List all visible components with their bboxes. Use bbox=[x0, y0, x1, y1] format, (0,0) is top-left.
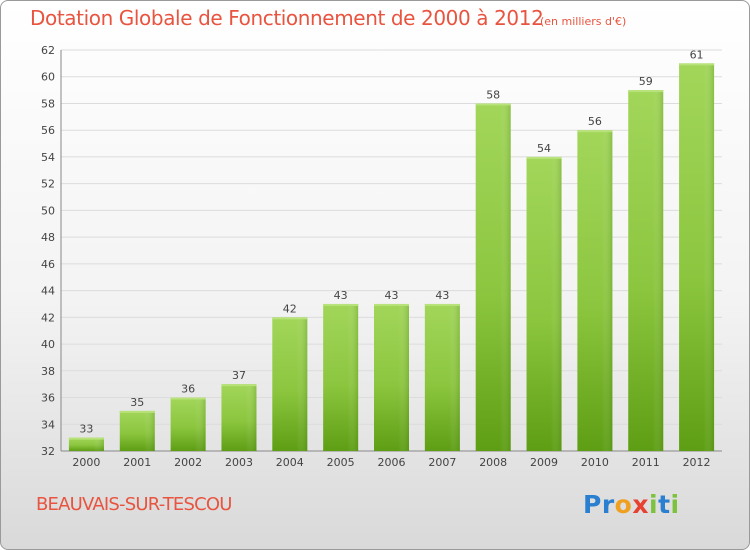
y-tick-label: 60 bbox=[41, 71, 55, 84]
x-tick-label: 2008 bbox=[479, 456, 507, 469]
bar-top-2004 bbox=[272, 317, 308, 320]
x-tick-label: 2012 bbox=[683, 456, 711, 469]
bar-top-2011 bbox=[628, 90, 664, 93]
bar-shade-2009 bbox=[526, 156, 562, 451]
y-tick-label: 58 bbox=[41, 97, 55, 110]
x-tick-label: 2003 bbox=[225, 456, 253, 469]
data-label-2007: 43 bbox=[435, 289, 449, 302]
data-label-2009: 54 bbox=[537, 142, 551, 155]
bars bbox=[68, 63, 715, 451]
bar-shade-2012 bbox=[679, 63, 715, 451]
x-tick-label: 2009 bbox=[530, 456, 558, 469]
x-tick-label: 2000 bbox=[72, 456, 100, 469]
bar-top-2000 bbox=[68, 437, 104, 440]
y-tick-label: 32 bbox=[41, 445, 55, 458]
y-tick-label: 34 bbox=[41, 418, 55, 431]
y-tick-label: 62 bbox=[41, 44, 55, 57]
x-tick-label: 2005 bbox=[327, 456, 355, 469]
x-tick-label: 2001 bbox=[123, 456, 151, 469]
bar-top-2006 bbox=[374, 303, 409, 306]
chart-title: Dotation Globale de Fonctionnement de 20… bbox=[30, 6, 544, 30]
x-tick-label: 2002 bbox=[174, 456, 202, 469]
y-tick-label: 36 bbox=[41, 392, 55, 405]
chart-subtitle: (en milliers d'€) bbox=[540, 15, 627, 28]
bar-shade-2001 bbox=[119, 410, 155, 451]
data-label-2002: 36 bbox=[181, 383, 195, 396]
bar-shade-2011 bbox=[628, 90, 664, 451]
bar-shade-2006 bbox=[374, 303, 409, 451]
x-tick-label: 2010 bbox=[581, 456, 609, 469]
y-tick-label: 46 bbox=[41, 258, 55, 271]
data-labels: 33 35 36 37 42 43 43 43 58 54 56 59 61 bbox=[79, 48, 703, 435]
data-label-2011: 59 bbox=[639, 75, 653, 88]
commune-name: BEAUVAIS-SUR-TESCOU bbox=[36, 494, 232, 515]
y-tick-label: 54 bbox=[41, 151, 55, 164]
data-label-2012: 61 bbox=[690, 48, 704, 61]
y-tick-label: 52 bbox=[41, 178, 55, 191]
x-tick-label: 2011 bbox=[632, 456, 660, 469]
bar-shade-2004 bbox=[272, 317, 308, 451]
y-tick-label: 42 bbox=[41, 311, 55, 324]
data-label-2005: 43 bbox=[334, 289, 348, 302]
data-label-2010: 56 bbox=[588, 115, 602, 128]
x-tick-label: 2004 bbox=[276, 456, 304, 469]
logo-letter: r bbox=[601, 490, 615, 519]
y-tick-label: 48 bbox=[41, 231, 55, 244]
bar-shade-2000 bbox=[68, 437, 104, 451]
bar-top-2002 bbox=[170, 397, 206, 400]
bar-top-2008 bbox=[475, 103, 511, 106]
x-tick-label: 2007 bbox=[428, 456, 456, 469]
bar-top-2003 bbox=[221, 384, 257, 387]
bar-shade-2003 bbox=[221, 384, 257, 451]
y-tick-label: 40 bbox=[41, 338, 55, 351]
data-label-2006: 43 bbox=[385, 289, 399, 302]
bar-top-2007 bbox=[424, 303, 460, 306]
logo-letter: x bbox=[632, 490, 649, 519]
axes: 32 34 36 38 40 42 44 46 48 50 52 54 56 58 60 62 2000 2001… bbox=[41, 44, 722, 469]
data-label-2003: 37 bbox=[232, 369, 246, 382]
bar-top-2012 bbox=[679, 63, 715, 66]
data-label-2001: 35 bbox=[130, 396, 144, 409]
bar-shade-2002 bbox=[170, 397, 206, 451]
data-label-2004: 42 bbox=[283, 302, 297, 315]
y-tick-label: 44 bbox=[41, 285, 55, 298]
y-tick-label: 50 bbox=[41, 204, 55, 217]
y-tick-label: 38 bbox=[41, 365, 55, 378]
logo-letter: i bbox=[649, 490, 659, 519]
x-tick-label: 2006 bbox=[378, 456, 406, 469]
logo-letter: i bbox=[670, 490, 680, 519]
bar-shade-2010 bbox=[577, 130, 613, 451]
bar-top-2009 bbox=[526, 156, 562, 159]
bar-shade-2005 bbox=[323, 303, 359, 451]
bar-top-2001 bbox=[119, 410, 155, 413]
bar-top-2010 bbox=[577, 130, 613, 133]
data-label-2008: 58 bbox=[486, 88, 500, 101]
proxiti-logo[interactable]: Proxiti bbox=[583, 490, 680, 519]
data-label-2000: 33 bbox=[79, 423, 93, 436]
bar-shade-2008 bbox=[475, 103, 511, 451]
y-tick-label: 56 bbox=[41, 124, 55, 137]
bar-shade-2007 bbox=[424, 303, 460, 451]
logo-letter: t bbox=[658, 490, 671, 519]
logo-letter: P bbox=[583, 490, 602, 519]
bar-top-2005 bbox=[323, 303, 359, 306]
logo-letter: o bbox=[614, 490, 633, 519]
